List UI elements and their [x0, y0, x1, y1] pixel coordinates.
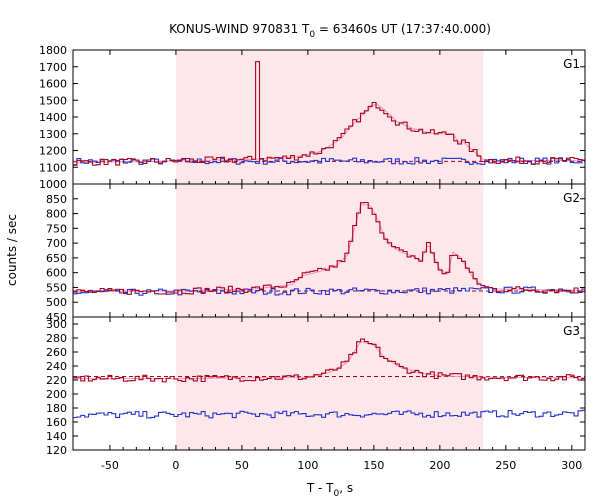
panel-label: G2 — [563, 191, 580, 205]
y-tick-label: 200 — [46, 388, 67, 401]
panel-label: G3 — [563, 324, 580, 338]
x-tick-label: 250 — [495, 459, 516, 472]
y-tick-label: 700 — [46, 237, 67, 250]
y-tick-label: 450 — [46, 311, 67, 324]
y-tick-label: 1400 — [39, 111, 67, 124]
y-tick-label: 240 — [46, 360, 67, 373]
signal-counts-series — [73, 61, 585, 166]
signal-counts-series — [73, 338, 585, 383]
background-counts-series — [73, 286, 585, 296]
signal-counts-series — [73, 201, 585, 295]
burst-interval-shade — [175, 317, 484, 450]
y-tick-label: 650 — [46, 252, 67, 265]
x-tick-label: 50 — [235, 459, 249, 472]
panel-frame — [72, 316, 586, 451]
burst-interval-shade — [175, 184, 484, 317]
panel-g1: 1000 1100 1200 1300 1400 1500 1600 1700 1800 G1 — [39, 44, 586, 191]
y-tick-label: 300 — [46, 318, 67, 331]
y-tick-label: 220 — [46, 374, 67, 387]
y-tick-label: 160 — [46, 416, 67, 429]
y-tick-label: 750 — [46, 222, 67, 235]
burst-interval-shade — [175, 50, 484, 184]
x-tick-label: 150 — [363, 459, 384, 472]
y-tick-label: 260 — [46, 346, 67, 359]
y-tick-label: 120 — [46, 444, 67, 457]
y-tick-label: 1600 — [39, 78, 67, 91]
x-tick-label: 300 — [561, 459, 582, 472]
y-tick-label: 180 — [46, 402, 67, 415]
x-tick-labels: -50 0 50 100 150 200 250 300 — [101, 459, 582, 472]
y-tick-label: 600 — [46, 267, 67, 280]
y-tick-label: 140 — [46, 430, 67, 443]
background-counts-series — [73, 157, 585, 166]
y-tick-label: 1300 — [39, 128, 67, 141]
x-tick-label: 100 — [297, 459, 318, 472]
y-tick-label: 1500 — [39, 94, 67, 107]
y-tick-label: 500 — [46, 296, 67, 309]
chart-title: KONUS-WIND 970831 T0 = 63460s UT (17:37:… — [169, 22, 491, 40]
y-tick-label: 800 — [46, 208, 67, 221]
x-tick-label: 200 — [429, 459, 450, 472]
panel-label: G1 — [563, 57, 580, 71]
y-tick-label: 1200 — [39, 145, 67, 158]
y-tick-label: 1100 — [39, 161, 67, 174]
y-tick-label: 1000 — [39, 178, 67, 191]
y-axis-label: counts / sec — [5, 214, 19, 286]
x-axis-label: T - T0, s — [306, 481, 353, 499]
background-counts-series — [73, 409, 585, 419]
panel-group: 100011001200130014001500160017001800G145… — [39, 44, 586, 472]
y-tick-label: 280 — [46, 332, 67, 345]
y-tick-label: 550 — [46, 281, 67, 294]
y-tick-label: 1700 — [39, 61, 67, 74]
y-tick-label: 1800 — [39, 44, 67, 57]
x-tick-label: 0 — [172, 459, 179, 472]
x-tick-label: -50 — [101, 459, 119, 472]
y-tick-label: 850 — [46, 193, 67, 206]
